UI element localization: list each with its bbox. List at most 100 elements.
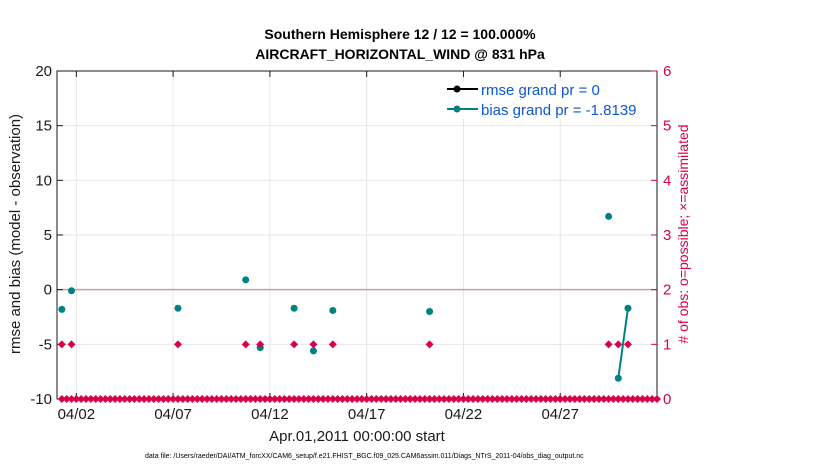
obs-zero-marker-44 [270,395,279,403]
bias-line-segment-0 [617,308,629,379]
obs-zero-marker-68 [386,395,395,403]
obs-zero-marker-50 [299,395,308,403]
y-axis-label: rmse and bias (model - observation) [7,114,24,354]
obs-possible-marker-5 [290,340,299,349]
obs-count-markers [57,340,661,403]
obs-zero-marker-14 [125,395,134,403]
obs-zero-marker-11 [111,395,120,403]
obs-zero-marker-10 [106,395,115,403]
obs-zero-marker-74 [415,395,424,403]
obs-zero-marker-69 [391,395,400,403]
grid-lines [57,70,657,400]
obs-zero-marker-28 [193,395,202,403]
obs-zero-marker-92 [503,395,511,403]
obs-zero-marker-3 [72,395,81,403]
obs-zero-marker-71 [401,395,410,403]
obs-zero-marker-54 [319,395,328,403]
y-right-tick-label-0: 0 [663,391,671,408]
obs-zero-marker-7 [91,395,100,403]
obs-zero-marker-1 [62,395,71,403]
obs-zero-marker-115 [614,395,623,403]
y-right-tick-label-2: 2 [663,282,671,299]
obs-zero-marker-96 [522,395,531,403]
bias-point-0 [58,305,66,313]
y-right-tick-label-1: 1 [663,336,671,353]
obs-zero-marker-103 [556,395,565,403]
obs-zero-marker-58 [338,395,347,403]
obs-zero-marker-60 [348,395,357,403]
obs-zero-marker-84 [464,395,473,403]
obs-zero-marker-31 [207,395,216,403]
obs-zero-marker-89 [488,395,497,403]
obs-zero-marker-59 [343,395,352,403]
obs-zero-marker-41 [256,395,265,403]
obs-zero-marker-108 [580,395,589,403]
obs-zero-marker-107 [575,395,584,403]
obs-possible-marker-1 [67,340,76,349]
obs-zero-marker-0 [57,395,66,403]
obs-zero-marker-102 [551,395,560,403]
obs-zero-marker-17 [140,395,149,403]
obs-possible-marker-6 [309,340,318,349]
obs-zero-marker-111 [594,395,603,403]
x-tick-label-1: 04/07 [154,406,192,423]
obs-zero-marker-78 [435,395,444,403]
x-tick-label-2: 04/12 [251,406,289,423]
legend-bias-marker [453,105,461,113]
obs-zero-marker-114 [609,395,618,403]
obs-zero-marker-34 [222,395,231,403]
bias-point-6 [309,347,317,355]
obs-zero-marker-99 [536,395,545,403]
obs-zero-marker-33 [217,395,226,403]
obs-zero-marker-77 [430,395,439,403]
y-tick-label-2: 0 [44,282,52,299]
obs-zero-marker-86 [473,395,482,403]
obs-zero-marker-94 [512,395,521,403]
obs-zero-marker-24 [173,395,182,403]
obs-zero-marker-109 [585,395,594,403]
obs-zero-marker-73 [411,395,420,403]
obs-zero-marker-118 [628,395,637,403]
obs-zero-marker-75 [420,395,429,403]
obs-zero-marker-48 [290,395,299,403]
bias-point-7 [329,306,337,314]
obs-zero-marker-45 [275,395,284,403]
legend-rmse-label: rmse grand pr = 0 [481,82,600,99]
obs-zero-marker-22 [164,395,173,403]
obs-possible-marker-0 [57,340,66,349]
obs-zero-marker-105 [565,395,574,403]
obs-zero-marker-19 [149,395,158,403]
obs-zero-marker-40 [251,395,260,403]
bias-point-1 [68,287,76,295]
legend: rmse grand pr = 0 bias grand pr = -1.813… [444,81,637,119]
obs-possible-marker-10 [614,340,623,349]
obs-zero-marker-120 [638,395,647,403]
obs-zero-marker-13 [120,395,129,403]
obs-zero-marker-110 [590,395,599,403]
obs-possible-marker-2 [173,340,182,349]
y-tick-label-0: -10 [30,391,52,408]
y-tick-label-1: -5 [39,336,52,353]
obs-zero-marker-42 [261,395,270,403]
obs-zero-marker-62 [357,395,366,403]
y-right-tick-label-4: 4 [663,172,671,189]
obs-zero-marker-113 [604,395,613,403]
y-right-tick-label-5: 5 [663,118,671,135]
obs-zero-marker-63 [362,395,371,403]
obs-zero-marker-104 [561,395,570,403]
obs-zero-marker-61 [353,395,361,403]
x-axis-label: Apr.01,2011 00:00:00 start [269,428,446,445]
bias-point-5 [290,304,298,312]
x-tick-label-5: 04/27 [541,406,579,423]
obs-zero-marker-65 [372,395,381,403]
obs-zero-marker-6 [86,395,95,403]
y-right-tick-labels: 0 1 2 3 4 5 6 [663,63,671,408]
obs-zero-marker-16 [135,395,144,403]
obs-zero-marker-123 [653,395,661,403]
obs-zero-marker-83 [459,395,468,403]
y-tick-label-6: 20 [35,63,52,80]
obs-zero-marker-57 [333,395,342,403]
obs-zero-marker-119 [633,395,642,403]
obs-zero-marker-67 [382,395,391,403]
